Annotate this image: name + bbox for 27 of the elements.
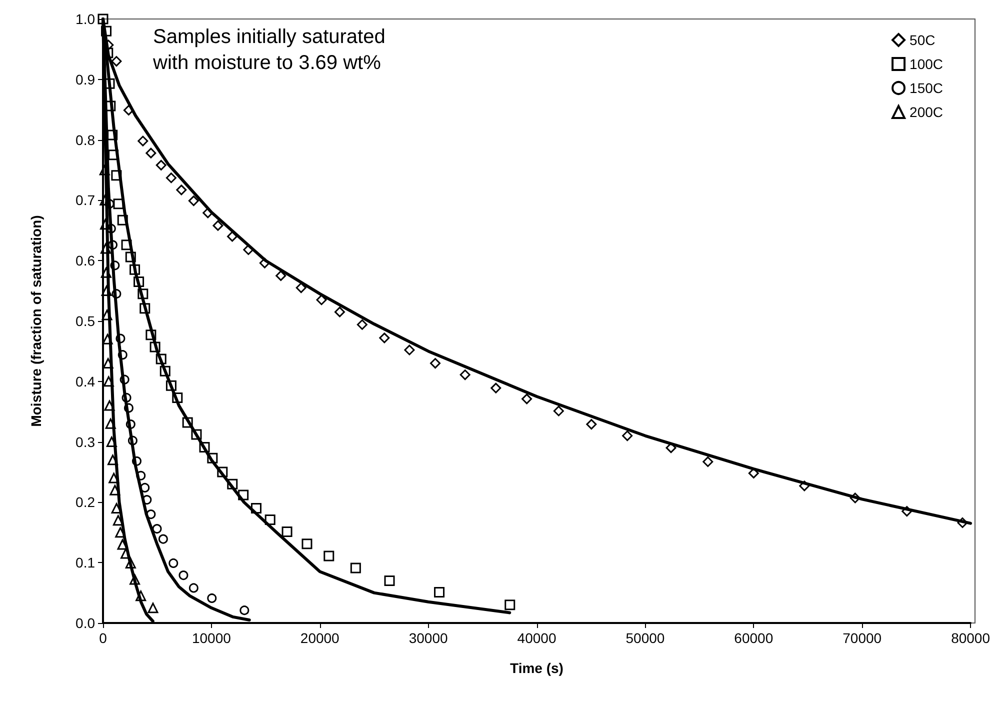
x-axis-title: Time (s) [510, 660, 564, 676]
y-tick-label: 0.0 [76, 615, 96, 631]
y-tick-label: 0.7 [76, 192, 96, 208]
y-tick-label: 0.6 [76, 252, 96, 269]
x-tick-label: 0 [99, 630, 108, 646]
x-tick-label: 40000 [517, 630, 556, 646]
x-tick-label: 70000 [842, 630, 882, 646]
y-axis-title: Moisture (fraction of saturation) [28, 215, 44, 427]
x-tick-label: 20000 [300, 630, 340, 646]
y-tick-label: 0.4 [76, 373, 96, 390]
legend-label: 50C [910, 32, 936, 48]
y-tick-label: 0.5 [76, 313, 96, 329]
y-tick-label: 1.0 [76, 11, 96, 27]
legend-label: 100C [910, 56, 943, 72]
y-tick-label: 0.9 [76, 71, 96, 88]
x-tick-label: 80000 [951, 630, 990, 646]
y-tick-label: 0.2 [76, 494, 96, 510]
legend-label: 150C [910, 80, 943, 96]
y-tick-label: 0.3 [76, 434, 96, 450]
y-tick-label: 0.8 [76, 132, 96, 148]
legend-label: 200C [910, 104, 943, 120]
x-tick-label: 50000 [626, 630, 665, 646]
x-tick-label: 10000 [192, 630, 232, 646]
x-tick-label: 60000 [734, 630, 774, 646]
annotation: Samples initially saturated with moisture to 3.69 wt% [152, 26, 391, 74]
x-tick-label: 30000 [408, 630, 448, 646]
y-tick-label: 0.1 [76, 554, 96, 571]
